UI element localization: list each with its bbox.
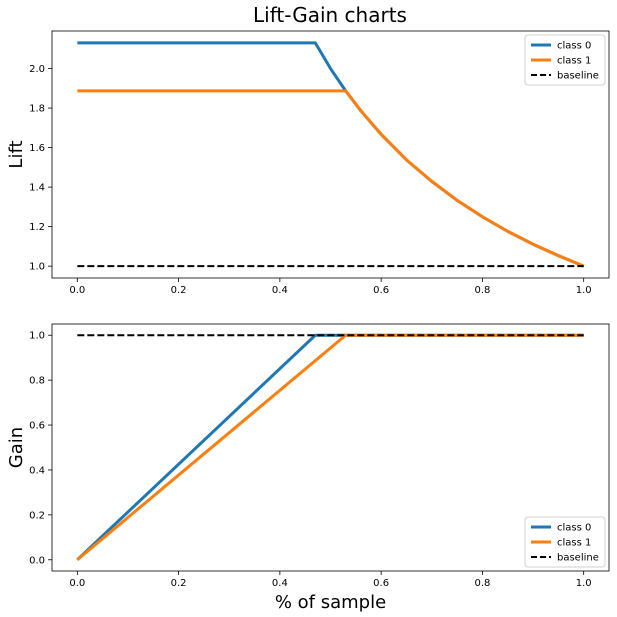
lift-xtick-label: 1.0 — [576, 285, 592, 296]
gain-xtick-label: 1.0 — [576, 578, 592, 589]
gain-panel: 0.0 0.2 0.4 0.6 0.8 1.0 0.0 0.2 0.4 0.6 0.8 1.0 Gain… — [6, 323, 610, 613]
lift-plot-frame — [51, 30, 610, 279]
lift-legend-label: baseline — [557, 71, 599, 82]
lift-ytick-label: 2.0 — [29, 64, 45, 75]
gain-plot-frame — [51, 323, 610, 572]
gain-series-class-1 — [76, 333, 584, 561]
gain-legend-label: class 1 — [557, 538, 591, 549]
lift-ytick-label: 1.4 — [29, 183, 45, 194]
gain-ytick-label: 0.0 — [29, 555, 45, 566]
lift-legend: class 0 class 1 baseline — [524, 34, 606, 86]
gain-ytick-label: 0.8 — [29, 376, 45, 387]
lift-ytick-label: 1.0 — [29, 262, 45, 273]
lift-panel: 0.0 0.2 0.4 0.6 0.8 1.0 1.0 1.2 1.4 1.6 1.8 2.0 Lift… — [6, 30, 610, 296]
lift-legend-frame — [524, 34, 606, 86]
lift-xtick-label: 0.2 — [171, 285, 187, 296]
lift-xtick-label: 0.6 — [373, 285, 389, 296]
gain-legend-label: baseline — [557, 553, 599, 564]
lift-xtick-label: 0.0 — [69, 285, 85, 296]
gain-xlabel: % of sample — [275, 592, 386, 613]
lift-ytick-label: 1.2 — [29, 222, 45, 233]
gain-ytick-label: 0.4 — [29, 465, 45, 476]
lift-series-class-1 — [77, 89, 585, 268]
gain-xtick-label: 0.0 — [69, 578, 85, 589]
gain-xtick-label: 0.2 — [171, 578, 187, 589]
gain-ylabel: Gain — [6, 427, 27, 468]
gain-xtick-label: 0.6 — [373, 578, 389, 589]
lift-xtick-label: 0.4 — [272, 285, 288, 296]
lift-legend-label: class 0 — [557, 41, 591, 52]
lift-xtick-label: 0.8 — [474, 285, 490, 296]
gain-legend-frame — [524, 516, 606, 568]
gain-legend-label: class 0 — [557, 523, 591, 534]
gain-series-class-0 — [76, 333, 584, 561]
lift-ylabel: Lift — [6, 140, 27, 168]
gain-xtick-label: 0.8 — [474, 578, 490, 589]
lift-ytick-label: 1.6 — [29, 143, 45, 154]
gain-ytick-label: 0.6 — [29, 421, 45, 432]
lift-legend-label: class 1 — [557, 56, 591, 67]
gain-legend: class 0 class 1 baseline — [524, 516, 606, 568]
gain-ytick-label: 1.0 — [29, 331, 45, 342]
figure-title: Lift-Gain charts — [253, 3, 407, 27]
lift-ytick-label: 1.8 — [29, 104, 45, 115]
gain-ytick-label: 0.2 — [29, 510, 45, 521]
gain-xtick-label: 0.4 — [272, 578, 288, 589]
